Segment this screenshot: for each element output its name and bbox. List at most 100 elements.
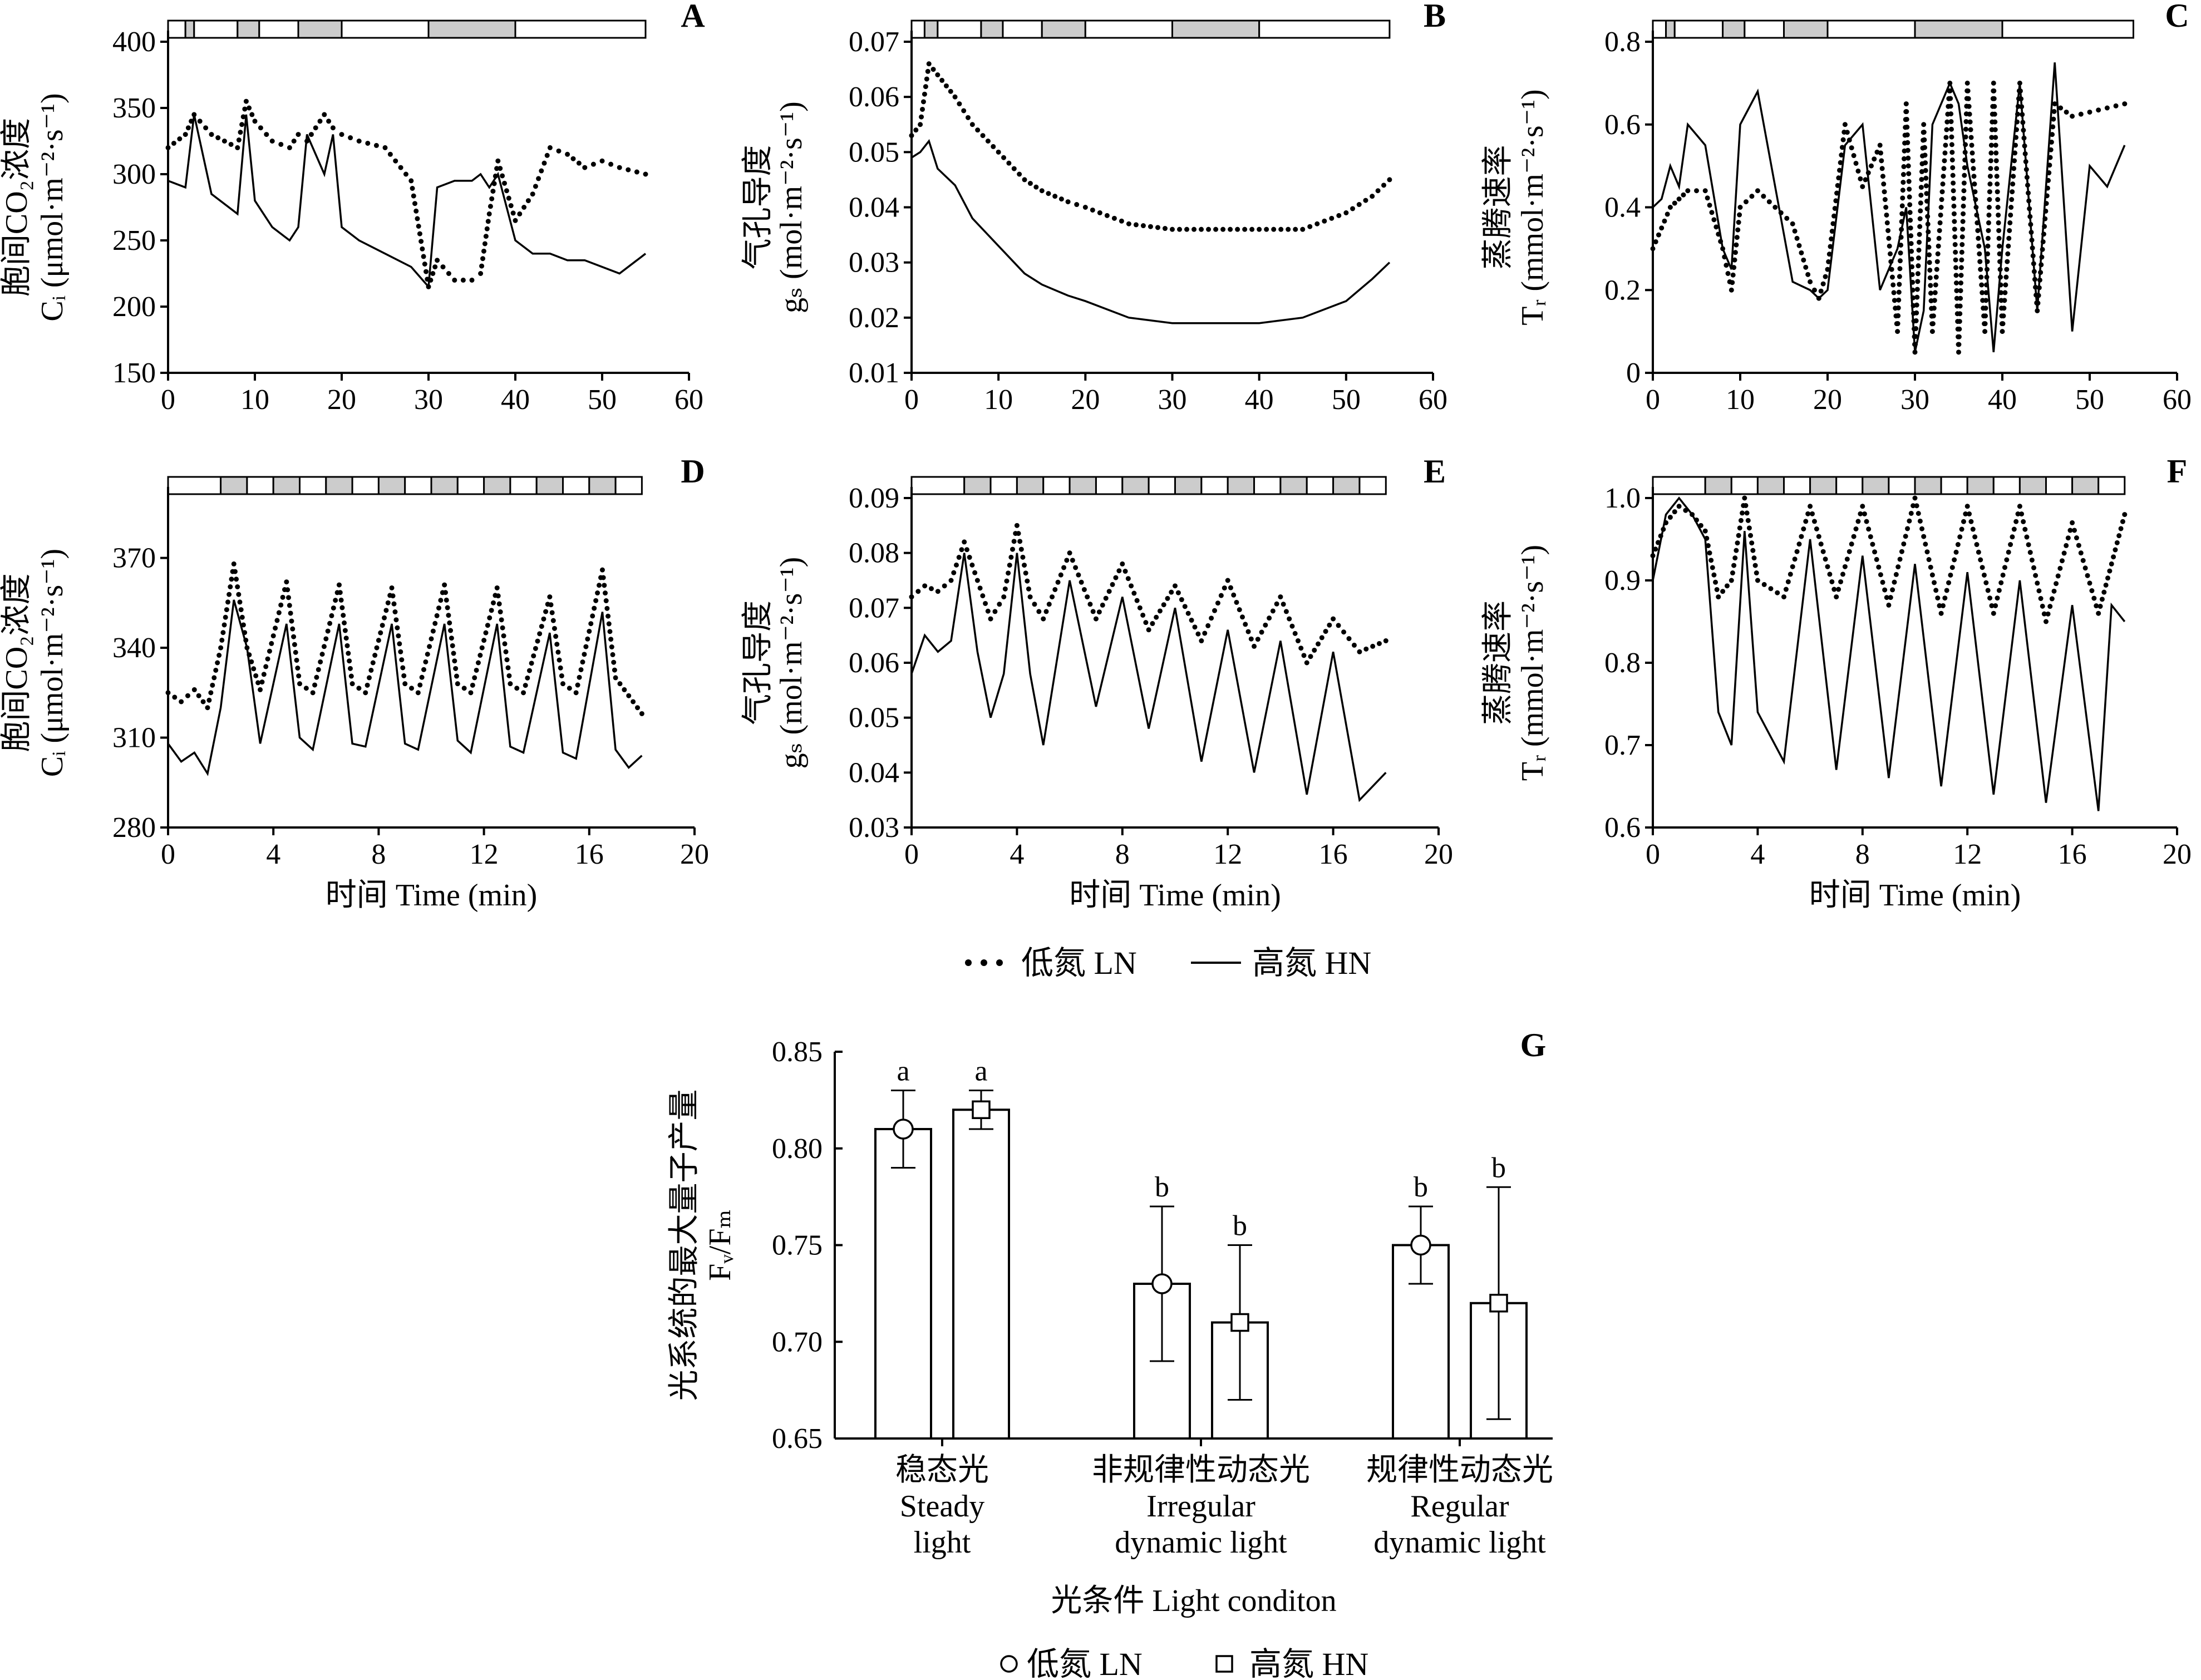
data-point-ln (2070, 520, 2075, 525)
data-point-ln (1169, 589, 1174, 595)
data-point-ln (554, 642, 560, 647)
data-point-ln (602, 583, 607, 588)
y-axis-label-cn: 气孔导度 (741, 600, 775, 725)
x-tick-label: 20 (1813, 384, 1842, 416)
data-point-ln (1935, 251, 1941, 257)
data-point-ln (1255, 637, 1260, 642)
data-point-ln (1002, 586, 1008, 592)
data-point-ln (2096, 107, 2101, 113)
data-point-ln (1783, 587, 1789, 592)
data-point-ln (185, 125, 191, 131)
data-point-ln (617, 165, 622, 170)
data-point-ln (317, 119, 323, 124)
data-point-ln (1754, 570, 1759, 576)
data-point-ln (1110, 582, 1115, 587)
x-tick-label: 30 (1158, 384, 1187, 416)
data-point-ln (2051, 109, 2057, 114)
low-light-block (1704, 476, 1732, 495)
data-point-ln (1220, 226, 1226, 232)
data-point-ln (2096, 610, 2101, 616)
data-point-ln (1988, 142, 1994, 148)
data-point-ln (1882, 189, 1887, 195)
data-point-ln (2040, 603, 2045, 609)
series-line-hn (910, 553, 1387, 802)
data-point-ln (1953, 265, 1959, 270)
data-point-ln (1923, 167, 1928, 173)
data-point-ln (560, 681, 565, 687)
data-point-ln (322, 112, 327, 117)
data-point-ln (1977, 259, 1983, 264)
data-point-ln (975, 127, 981, 133)
data-point-ln (238, 607, 244, 613)
data-point-ln (490, 189, 496, 194)
data-point-ln (2085, 573, 2090, 578)
data-point-ln (1967, 119, 1973, 125)
marker-ln (1151, 1273, 1173, 1294)
low-light-block (1121, 476, 1150, 495)
data-point-ln (326, 119, 332, 124)
data-point-ln (1953, 273, 1959, 278)
data-point-ln (1849, 145, 1854, 151)
data-point-ln (1897, 274, 1902, 279)
light-regime-bar (910, 19, 1391, 39)
data-point-ln (486, 211, 492, 216)
data-point-ln (1967, 511, 1972, 517)
data-point-ln (1961, 203, 1966, 209)
data-point-ln (1970, 526, 1976, 532)
data-point-ln (969, 562, 975, 568)
data-point-ln (1853, 160, 1859, 166)
data-point-ln (338, 597, 344, 603)
data-point-ln (558, 665, 563, 671)
data-point-ln (1281, 602, 1286, 607)
data-point-ln (1803, 264, 1809, 270)
data-point-ln (972, 570, 978, 575)
data-point-ln (1980, 290, 1985, 295)
data-point-ln (1832, 205, 1838, 211)
data-point-ln (1909, 256, 1914, 262)
data-point-ln (1790, 564, 1795, 569)
low-light-block (535, 476, 564, 495)
data-point-ln (1938, 205, 1944, 210)
data-point-ln (1855, 168, 1861, 174)
data-point-ln (1944, 119, 1950, 125)
data-point-ln (617, 681, 623, 687)
y-axis-label-en: Tᵣ (mmol·m⁻²·s⁻¹) (1515, 89, 1550, 325)
data-point-ln (525, 675, 530, 681)
data-point-ln (595, 590, 600, 596)
x-tick-label: 8 (371, 839, 386, 870)
data-point-ln (1851, 153, 1857, 159)
data-point-ln (1289, 623, 1295, 629)
data-point-ln (1976, 235, 1981, 241)
data-point-ln (1966, 96, 1971, 101)
data-point-ln (422, 262, 427, 267)
data-point-ln (1343, 210, 1349, 215)
data-point-ln (399, 657, 405, 663)
high-light-block (246, 476, 274, 495)
data-point-ln (1222, 585, 1227, 591)
data-point-ln (287, 145, 292, 150)
data-point-ln (213, 667, 219, 673)
data-point-ln (1989, 135, 1995, 140)
data-point-ln (1736, 220, 1741, 225)
data-point-ln (267, 648, 272, 654)
data-point-ln (957, 101, 962, 107)
data-point-ln (2006, 243, 2011, 249)
data-point-ln (2041, 611, 2047, 617)
legend-hn-marker (1215, 1655, 1233, 1673)
data-point-ln (622, 687, 627, 692)
data-point-ln (1801, 257, 1806, 263)
data-point-ln (2005, 259, 2010, 264)
data-point-ln (1899, 211, 1905, 216)
data-point-ln (1150, 621, 1155, 627)
x-tick-label: 4 (1750, 839, 1765, 870)
data-point-ln (1895, 564, 1901, 570)
legend-ln-marker (1000, 1655, 1018, 1673)
data-point-ln (1892, 298, 1897, 303)
data-point-ln (1878, 150, 1884, 156)
data-point-ln (1131, 590, 1137, 596)
data-point-ln (1951, 196, 1957, 201)
data-point-ln (382, 145, 388, 150)
data-point-ln (1751, 555, 1757, 561)
data-point-ln (1046, 602, 1052, 607)
data-point-ln (1730, 272, 1736, 278)
